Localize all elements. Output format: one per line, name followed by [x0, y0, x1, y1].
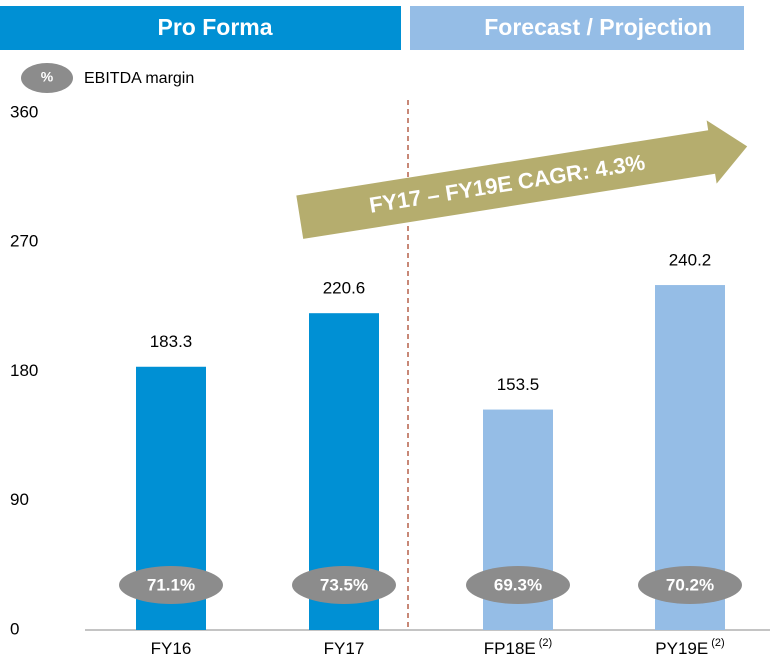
y-tick-label: 0	[10, 619, 19, 638]
margin-label: 71.1%	[147, 575, 195, 594]
header-bar	[410, 6, 744, 50]
header-bar	[0, 6, 401, 50]
margin-badge	[119, 566, 223, 604]
value-label: 153.5	[497, 375, 540, 394]
margin-badge	[466, 566, 570, 604]
cagr-arrow: FY17 – FY19E CAGR: 4.3%	[296, 120, 748, 239]
category: PY19E	[655, 639, 708, 658]
y-tick-label: 180	[10, 361, 38, 380]
header-title: Forecast / Projection	[484, 14, 712, 40]
margin-label: 69.3%	[494, 575, 542, 594]
legend-symbol: %	[41, 69, 54, 85]
x-tick-label: FY16	[151, 639, 192, 658]
y-tick-label: 360	[10, 102, 38, 121]
category: FY17	[324, 639, 365, 658]
margin-label: 70.2%	[666, 575, 714, 594]
legend-text: EBITDA margin	[84, 70, 194, 87]
margin-badge	[292, 566, 396, 604]
legend-symbol-bg	[21, 63, 73, 93]
y-tick-label: 270	[10, 232, 38, 251]
arrow-shape	[296, 120, 748, 239]
footnote-mark: (2)	[539, 637, 552, 649]
category: FY16	[151, 639, 192, 658]
margin-label: 73.5%	[320, 575, 368, 594]
header-title: Pro Forma	[157, 14, 272, 40]
value-label: 183.3	[150, 332, 193, 351]
margin-badge	[638, 566, 742, 604]
category: FP18E	[484, 639, 536, 658]
value-label: 220.6	[323, 279, 366, 298]
x-tick-label: PY19E (2)	[655, 637, 724, 659]
x-tick-label: FY17	[324, 639, 365, 658]
x-tick-label: FP18E (2)	[484, 637, 552, 659]
value-label: 240.2	[669, 251, 712, 270]
footnote-mark: (2)	[711, 637, 724, 649]
y-tick-label: 90	[10, 490, 29, 509]
